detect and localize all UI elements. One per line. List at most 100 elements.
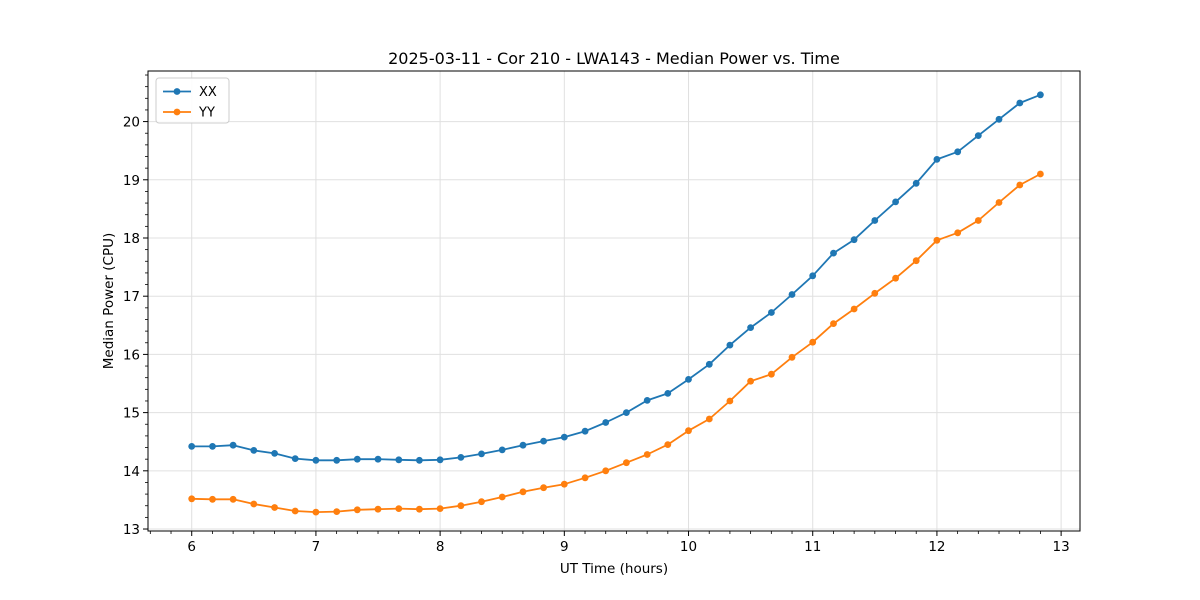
y-axis-label: Median Power (CPU) xyxy=(101,233,117,369)
series-XX-marker xyxy=(560,433,568,441)
series-XX-marker xyxy=(643,397,651,404)
y-tick-label: 18 xyxy=(123,231,140,247)
series-YY-marker xyxy=(188,495,196,503)
series-YY-marker xyxy=(1037,170,1044,178)
series-YY-marker xyxy=(291,507,299,515)
series-XX-marker xyxy=(892,198,899,206)
series-YY-marker xyxy=(436,505,444,512)
series-XX-marker xyxy=(395,456,403,464)
series-XX-marker xyxy=(229,441,237,449)
series-YY-marker xyxy=(933,236,941,244)
x-tick-label: 7 xyxy=(312,539,321,555)
series-XX-marker xyxy=(974,132,982,140)
series-YY-marker xyxy=(643,451,651,458)
series-YY-marker xyxy=(974,217,982,224)
series-YY-marker xyxy=(788,353,796,361)
series-YY-marker xyxy=(250,500,258,508)
series-YY-marker xyxy=(664,441,672,448)
series-XX-marker xyxy=(871,217,879,224)
series-XX-marker xyxy=(188,443,196,450)
series-XX-marker xyxy=(850,236,858,244)
series-YY-marker xyxy=(809,338,817,346)
legend-marker-sample xyxy=(173,108,181,116)
series-XX-marker xyxy=(602,419,610,426)
y-tick-label: 15 xyxy=(123,406,140,422)
x-tick-label: 9 xyxy=(560,539,569,555)
series-layer xyxy=(188,91,1044,516)
x-tick-label: 13 xyxy=(1053,539,1070,555)
series-YY-marker xyxy=(374,505,382,513)
series-YY-marker xyxy=(519,488,527,496)
legend-box xyxy=(155,77,230,124)
series-YY-marker xyxy=(623,459,630,467)
series-YY-marker xyxy=(954,229,962,237)
series-XX-marker xyxy=(291,455,299,462)
series-YY-marker xyxy=(581,474,589,482)
series-XX-line xyxy=(191,93,1041,462)
chart-title: 2025-03-11 - Cor 210 - LWA143 - Median P… xyxy=(388,49,840,68)
series-YY-marker xyxy=(478,498,485,506)
series-XX-marker xyxy=(478,450,485,458)
series-YY-marker xyxy=(1016,181,1024,189)
legend-marker-sample xyxy=(173,88,181,95)
series-YY-marker xyxy=(560,480,568,488)
series-YY-marker xyxy=(498,493,506,501)
series-XX-marker xyxy=(312,456,320,464)
series-YY-marker xyxy=(353,506,361,514)
y-tick-label: 19 xyxy=(123,173,140,189)
series-XX-marker xyxy=(519,441,527,449)
legend-label-YY: YY xyxy=(198,106,215,121)
y-tick-label: 20 xyxy=(123,115,140,131)
plot-border xyxy=(147,70,1081,532)
x-tick-label: 8 xyxy=(436,539,445,555)
series-XX-marker xyxy=(271,450,278,457)
series-XX-marker xyxy=(436,456,444,464)
series-XX-marker xyxy=(912,179,920,187)
series-XX-marker xyxy=(747,324,754,331)
x-tick-label: 6 xyxy=(187,539,196,555)
series-XX-marker xyxy=(995,115,1003,123)
series-XX-marker xyxy=(540,437,547,445)
x-tick-label: 12 xyxy=(928,539,945,555)
series-YY-marker xyxy=(312,508,320,516)
series-XX-marker xyxy=(374,455,382,463)
series-XX-marker xyxy=(685,376,692,383)
series-YY-marker xyxy=(830,320,837,327)
series-YY-marker xyxy=(726,397,734,405)
y-tick-label: 17 xyxy=(123,289,140,305)
series-YY-marker xyxy=(333,508,341,515)
series-XX-marker xyxy=(250,447,258,454)
series-XX-marker xyxy=(416,456,423,464)
series-YY-line xyxy=(191,173,1041,513)
series-XX-marker xyxy=(457,454,465,461)
series-XX-marker xyxy=(768,309,775,316)
series-YY-marker xyxy=(747,377,754,385)
series-YY-marker xyxy=(685,427,692,435)
series-XX-marker xyxy=(830,249,837,257)
series-YY-marker xyxy=(395,505,403,512)
series-YY-marker xyxy=(768,370,775,378)
grid-layer xyxy=(148,71,1080,531)
series-YY-marker xyxy=(602,467,610,475)
series-XX-marker xyxy=(1016,99,1024,107)
series-YY-marker xyxy=(850,305,858,313)
legend: XX YY xyxy=(155,77,230,124)
series-XX-marker xyxy=(788,291,796,298)
series-XX-marker xyxy=(726,341,734,349)
axes-layer: 6 7 8 9 10 11 12 13 13 14 15 16 17 18 19 20 xyxy=(123,70,1081,555)
series-XX-marker xyxy=(581,427,589,435)
series-YY-marker xyxy=(229,495,237,503)
series-XX-marker xyxy=(1037,91,1044,99)
series-YY-marker xyxy=(705,415,713,423)
series-YY-marker xyxy=(892,274,899,282)
series-YY-marker xyxy=(995,199,1003,206)
x-tick-label: 11 xyxy=(804,539,821,555)
series-XX-marker xyxy=(209,443,216,450)
y-tick-label: 16 xyxy=(123,347,140,363)
series-YY-marker xyxy=(540,484,547,492)
series-XX-marker xyxy=(933,156,941,163)
legend-label-XX: XX xyxy=(199,85,217,100)
y-tick-label: 13 xyxy=(123,522,140,538)
